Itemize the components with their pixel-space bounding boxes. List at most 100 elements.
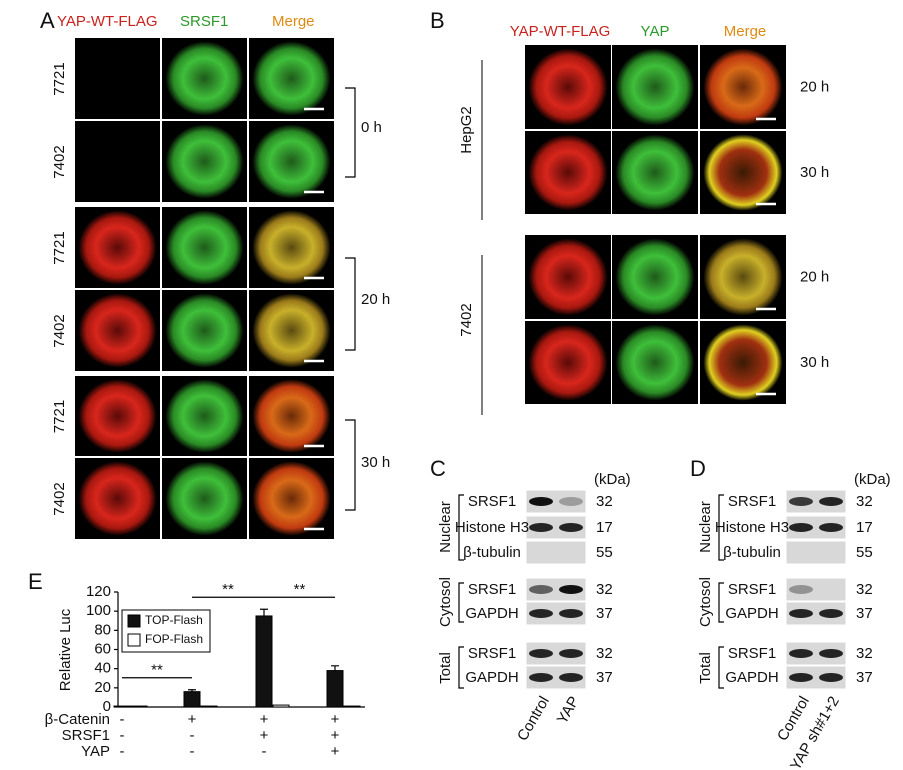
weight-label: 17 xyxy=(856,519,873,536)
blot-band xyxy=(559,523,583,532)
protein-label: SRSF1 xyxy=(728,645,776,662)
blot-band xyxy=(529,609,553,618)
protein-label: β-tubulin xyxy=(463,544,521,561)
weight-label: 37 xyxy=(596,669,613,686)
significance-label: ** xyxy=(222,581,234,598)
bracket xyxy=(345,257,356,351)
condition-sign: - xyxy=(190,727,195,744)
cell xyxy=(615,48,695,126)
weight-label: 55 xyxy=(596,544,613,561)
fraction-label: Nuclear xyxy=(697,501,714,553)
blot-band xyxy=(529,585,553,594)
condition-sign: + xyxy=(331,727,340,744)
significance-label: ** xyxy=(294,581,306,598)
cell xyxy=(528,324,608,401)
error-bar xyxy=(260,608,268,616)
unit-label: (kDa) xyxy=(594,471,631,488)
y-tick-label: 20 xyxy=(94,679,111,696)
condition-sign: - xyxy=(190,743,195,760)
legend-label: FOP-Flash xyxy=(145,632,203,646)
blot-band xyxy=(789,585,813,594)
cell xyxy=(78,210,157,285)
bar xyxy=(326,670,344,708)
bar xyxy=(183,691,201,708)
cell xyxy=(165,379,244,453)
blot-strip xyxy=(785,601,847,626)
condition-sign: - xyxy=(120,727,125,744)
bracket xyxy=(718,646,724,689)
time-label: 20 h xyxy=(361,291,390,308)
y-tick-label: 100 xyxy=(86,602,111,619)
blot-band xyxy=(789,649,813,658)
blot-band xyxy=(559,673,583,682)
protein-label: GAPDH xyxy=(465,605,518,622)
weight-label: 17 xyxy=(596,519,613,536)
cell xyxy=(165,210,244,285)
fraction-label: Nuclear xyxy=(437,501,454,553)
condition-label: YAP xyxy=(81,743,110,760)
cell xyxy=(528,134,608,211)
cell xyxy=(165,461,244,536)
bar xyxy=(343,705,361,708)
blot-strip xyxy=(785,540,847,565)
blot-band xyxy=(559,609,583,618)
fraction-label: Cytosol xyxy=(437,577,454,627)
blot-band xyxy=(789,497,813,506)
cell xyxy=(78,379,157,453)
bracket xyxy=(345,87,356,178)
protein-label: β-tubulin xyxy=(723,544,781,561)
legend-label: TOP-Flash xyxy=(145,613,203,627)
bar xyxy=(113,705,131,708)
condition-sign: + xyxy=(331,743,340,760)
row-label: 7402 xyxy=(51,145,68,178)
weight-label: 55 xyxy=(856,544,873,561)
condition-sign: - xyxy=(120,711,125,728)
weight-label: 32 xyxy=(856,493,873,510)
condition-sign: + xyxy=(260,711,269,728)
blot-band xyxy=(529,649,553,658)
protein-label: SRSF1 xyxy=(728,581,776,598)
blot-strip xyxy=(785,489,847,514)
panel-label: C xyxy=(430,456,446,481)
bar xyxy=(272,704,290,708)
cell xyxy=(703,134,783,211)
cell xyxy=(615,324,695,401)
blot-strip xyxy=(785,515,847,540)
protein-label: Histone H3 xyxy=(455,519,529,536)
row-label: 7402 xyxy=(51,314,68,347)
cell xyxy=(165,41,244,116)
protein-label: GAPDH xyxy=(725,605,778,622)
cell xyxy=(252,210,331,285)
bracket xyxy=(718,582,724,623)
panel-label: D xyxy=(690,456,706,481)
blot-band xyxy=(559,649,583,658)
cell xyxy=(78,461,157,536)
legend-swatch xyxy=(127,614,141,628)
blot-band xyxy=(819,673,843,682)
weight-label: 32 xyxy=(596,493,613,510)
group-label: 7402 xyxy=(458,303,475,336)
blot-strip xyxy=(525,515,587,540)
weight-label: 32 xyxy=(856,581,873,598)
column-header: Merge xyxy=(272,13,315,30)
y-tick-label: 120 xyxy=(86,583,111,600)
condition-sign: + xyxy=(260,727,269,744)
protein-label: Histone H3 xyxy=(715,519,789,536)
bracket xyxy=(718,494,724,561)
micrograph xyxy=(75,121,160,202)
row-label: 7721 xyxy=(51,400,68,433)
condition-sign: - xyxy=(120,743,125,760)
blot-band xyxy=(529,523,553,532)
row-label: 7402 xyxy=(51,482,68,515)
legend-swatch xyxy=(127,633,141,647)
unit-label: (kDa) xyxy=(854,471,891,488)
blot-band xyxy=(819,497,843,506)
cell xyxy=(615,238,695,316)
significance-label: ** xyxy=(151,662,163,679)
blot-band xyxy=(559,585,583,594)
bar xyxy=(200,705,218,708)
time-label: 30 h xyxy=(800,354,829,371)
row-label: 7721 xyxy=(51,231,68,264)
bracket xyxy=(458,494,464,561)
